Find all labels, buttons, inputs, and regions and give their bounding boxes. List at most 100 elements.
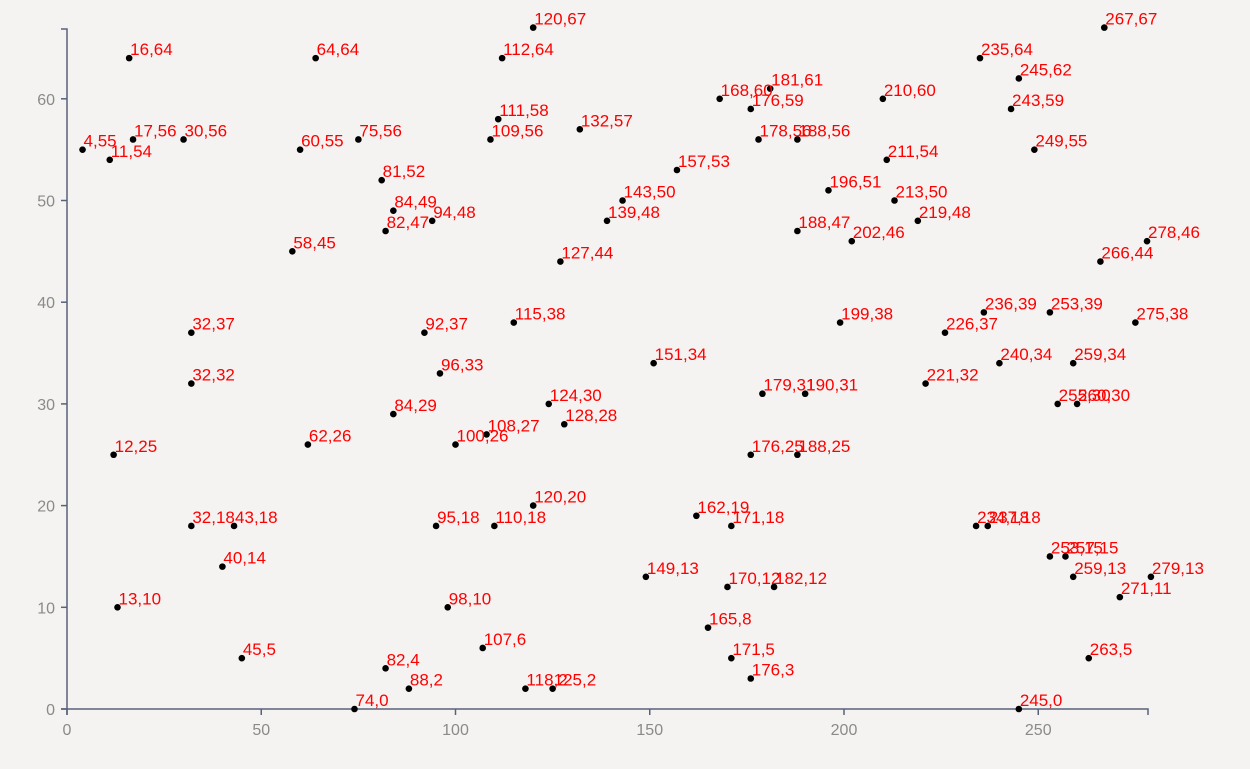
data-label: 219,48 bbox=[919, 203, 971, 222]
data-label: 249,55 bbox=[1035, 132, 1087, 151]
data-point bbox=[825, 187, 832, 194]
data-point bbox=[794, 227, 801, 235]
data-point bbox=[432, 522, 440, 530]
data-point bbox=[1097, 258, 1104, 265]
data-point bbox=[755, 136, 762, 143]
data-label: 279,13 bbox=[1152, 559, 1204, 578]
data-point bbox=[883, 156, 891, 164]
data-label: 45,5 bbox=[243, 640, 276, 659]
y-tick-label: 30 bbox=[37, 397, 55, 414]
data-point bbox=[557, 258, 564, 265]
data-point bbox=[728, 654, 735, 662]
data-label: 127,44 bbox=[561, 244, 613, 263]
data-point bbox=[219, 563, 226, 570]
data-point bbox=[980, 309, 988, 316]
data-label: 100,26 bbox=[457, 427, 509, 446]
data-label: 108,27 bbox=[488, 416, 540, 435]
data-label: 95,18 bbox=[437, 508, 480, 527]
x-tick-label: 250 bbox=[1025, 722, 1052, 739]
data-label: 234,18 bbox=[977, 508, 1029, 527]
data-point bbox=[351, 705, 358, 713]
data-point bbox=[1046, 309, 1054, 316]
data-point bbox=[836, 319, 844, 326]
data-point bbox=[289, 248, 296, 255]
data-point bbox=[1073, 400, 1081, 408]
data-point bbox=[759, 390, 766, 398]
data-label: 221,32 bbox=[927, 366, 979, 385]
data-label: 109,56 bbox=[491, 121, 543, 140]
data-point bbox=[129, 136, 137, 143]
data-point bbox=[296, 146, 304, 153]
data-label: 236,39 bbox=[985, 294, 1037, 313]
data-label: 32,32 bbox=[192, 366, 235, 385]
data-label: 40,14 bbox=[223, 549, 266, 568]
data-label: 128,28 bbox=[565, 406, 617, 425]
data-point bbox=[491, 522, 498, 530]
data-point bbox=[479, 644, 486, 652]
data-point bbox=[1069, 573, 1077, 581]
x-tick-label: 200 bbox=[831, 722, 858, 739]
data-point bbox=[1046, 553, 1054, 560]
data-point bbox=[972, 522, 980, 530]
data-label: 263,5 bbox=[1090, 640, 1133, 659]
data-points bbox=[79, 24, 1155, 713]
data-point bbox=[188, 380, 195, 387]
data-label: 64,64 bbox=[317, 40, 360, 59]
data-label: 202,46 bbox=[853, 223, 905, 242]
data-label: 125,2 bbox=[554, 671, 597, 690]
data-point bbox=[452, 441, 459, 448]
data-label: 120,67 bbox=[534, 10, 586, 29]
data-point bbox=[801, 390, 809, 398]
y-tick-label: 10 bbox=[37, 600, 55, 617]
data-label: 210,60 bbox=[884, 81, 936, 100]
data-point bbox=[914, 217, 922, 225]
data-label: 149,13 bbox=[647, 559, 699, 578]
data-label: 151,34 bbox=[655, 345, 707, 364]
data-label: 188,25 bbox=[798, 437, 850, 456]
data-label: 181,61 bbox=[771, 71, 823, 90]
data-label: 275,38 bbox=[1136, 305, 1188, 324]
data-point bbox=[1031, 146, 1038, 153]
data-label: 253,15 bbox=[1051, 538, 1103, 557]
data-label: 278,46 bbox=[1148, 223, 1200, 242]
data-label: 196,51 bbox=[829, 172, 881, 191]
data-point bbox=[1007, 105, 1015, 113]
data-label: 143,50 bbox=[624, 183, 676, 202]
data-point bbox=[996, 359, 1003, 367]
data-point bbox=[716, 95, 723, 103]
data-point bbox=[304, 441, 312, 448]
data-point bbox=[922, 380, 929, 387]
data-label: 168,60 bbox=[721, 81, 773, 100]
data-point bbox=[110, 451, 117, 459]
data-point bbox=[673, 166, 681, 174]
data-label: 62,26 bbox=[309, 427, 352, 446]
data-label: 171,5 bbox=[732, 640, 775, 659]
data-label: 124,30 bbox=[550, 386, 602, 405]
data-label: 245,62 bbox=[1020, 60, 1072, 79]
data-point bbox=[693, 512, 700, 520]
data-label: 259,13 bbox=[1074, 559, 1126, 578]
data-point bbox=[560, 420, 568, 428]
y-tick-label: 50 bbox=[37, 194, 55, 211]
data-point bbox=[494, 115, 502, 123]
data-label: 107,6 bbox=[484, 630, 527, 649]
data-label: 84,29 bbox=[394, 396, 437, 415]
data-point bbox=[891, 197, 898, 204]
data-point bbox=[1132, 319, 1139, 326]
y-tick-label: 40 bbox=[37, 295, 55, 312]
data-point bbox=[1015, 75, 1023, 82]
point-labels: 120,67 267,67 16,64 64,64 112,64 235,64245,62… bbox=[84, 10, 1204, 710]
x-tick-label: 150 bbox=[636, 722, 663, 739]
data-label: 88,2 bbox=[410, 671, 443, 690]
data-point bbox=[941, 329, 949, 337]
data-label: 271,11 bbox=[1121, 579, 1172, 598]
data-point bbox=[650, 359, 657, 367]
data-point bbox=[794, 451, 801, 459]
data-point bbox=[529, 24, 537, 31]
data-point bbox=[79, 146, 86, 153]
data-label: 4,55 bbox=[84, 132, 117, 151]
data-point bbox=[728, 522, 735, 530]
data-point bbox=[545, 400, 553, 408]
